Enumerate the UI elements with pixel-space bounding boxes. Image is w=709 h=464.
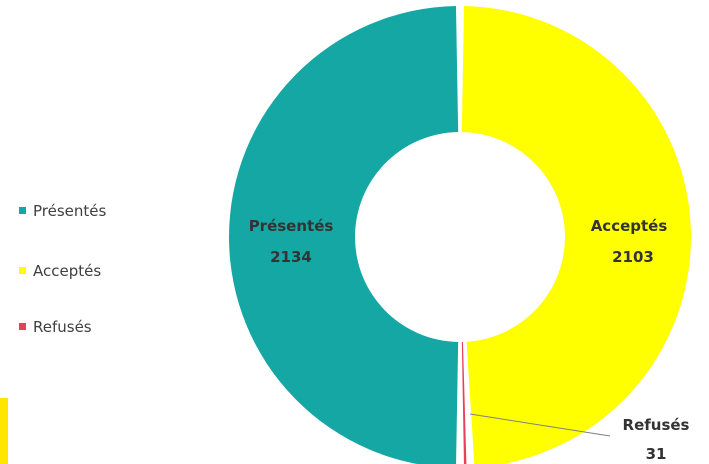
data-label-refuses-name: Refusés (623, 416, 690, 434)
legend-item-refuses: Refusés (19, 318, 92, 336)
data-label-presentes-value: 2134 (270, 248, 312, 266)
data-label-presentes-name: Présentés (249, 217, 334, 235)
legend-item-presentes: Présentés (19, 202, 107, 220)
data-label-acceptes-value: 2103 (612, 248, 654, 266)
segment-acceptes (461, 6, 691, 464)
legend-swatch-refuses (19, 323, 26, 330)
legend-label-presentes: Présentés (33, 202, 107, 220)
data-label-refuses-value: 31 (646, 445, 667, 463)
legend-item-acceptes: Acceptés (19, 262, 101, 280)
data-labels: Présentés 2134 Acceptés 2103 Refusés 31 (249, 217, 690, 463)
segment-refuses (461, 341, 467, 464)
leader-line-refuses (469, 413, 611, 437)
legend-swatch-presentes (19, 207, 26, 214)
corner-highlight (0, 398, 8, 464)
segment-presentes (229, 6, 459, 464)
legend-swatch-acceptes (19, 267, 26, 274)
data-label-acceptes-name: Acceptés (591, 217, 668, 235)
donut-segments (229, 6, 691, 464)
legend-label-refuses: Refusés (33, 318, 92, 336)
legend: Présentés Acceptés Refusés (19, 202, 107, 336)
legend-label-acceptes: Acceptés (33, 262, 101, 280)
